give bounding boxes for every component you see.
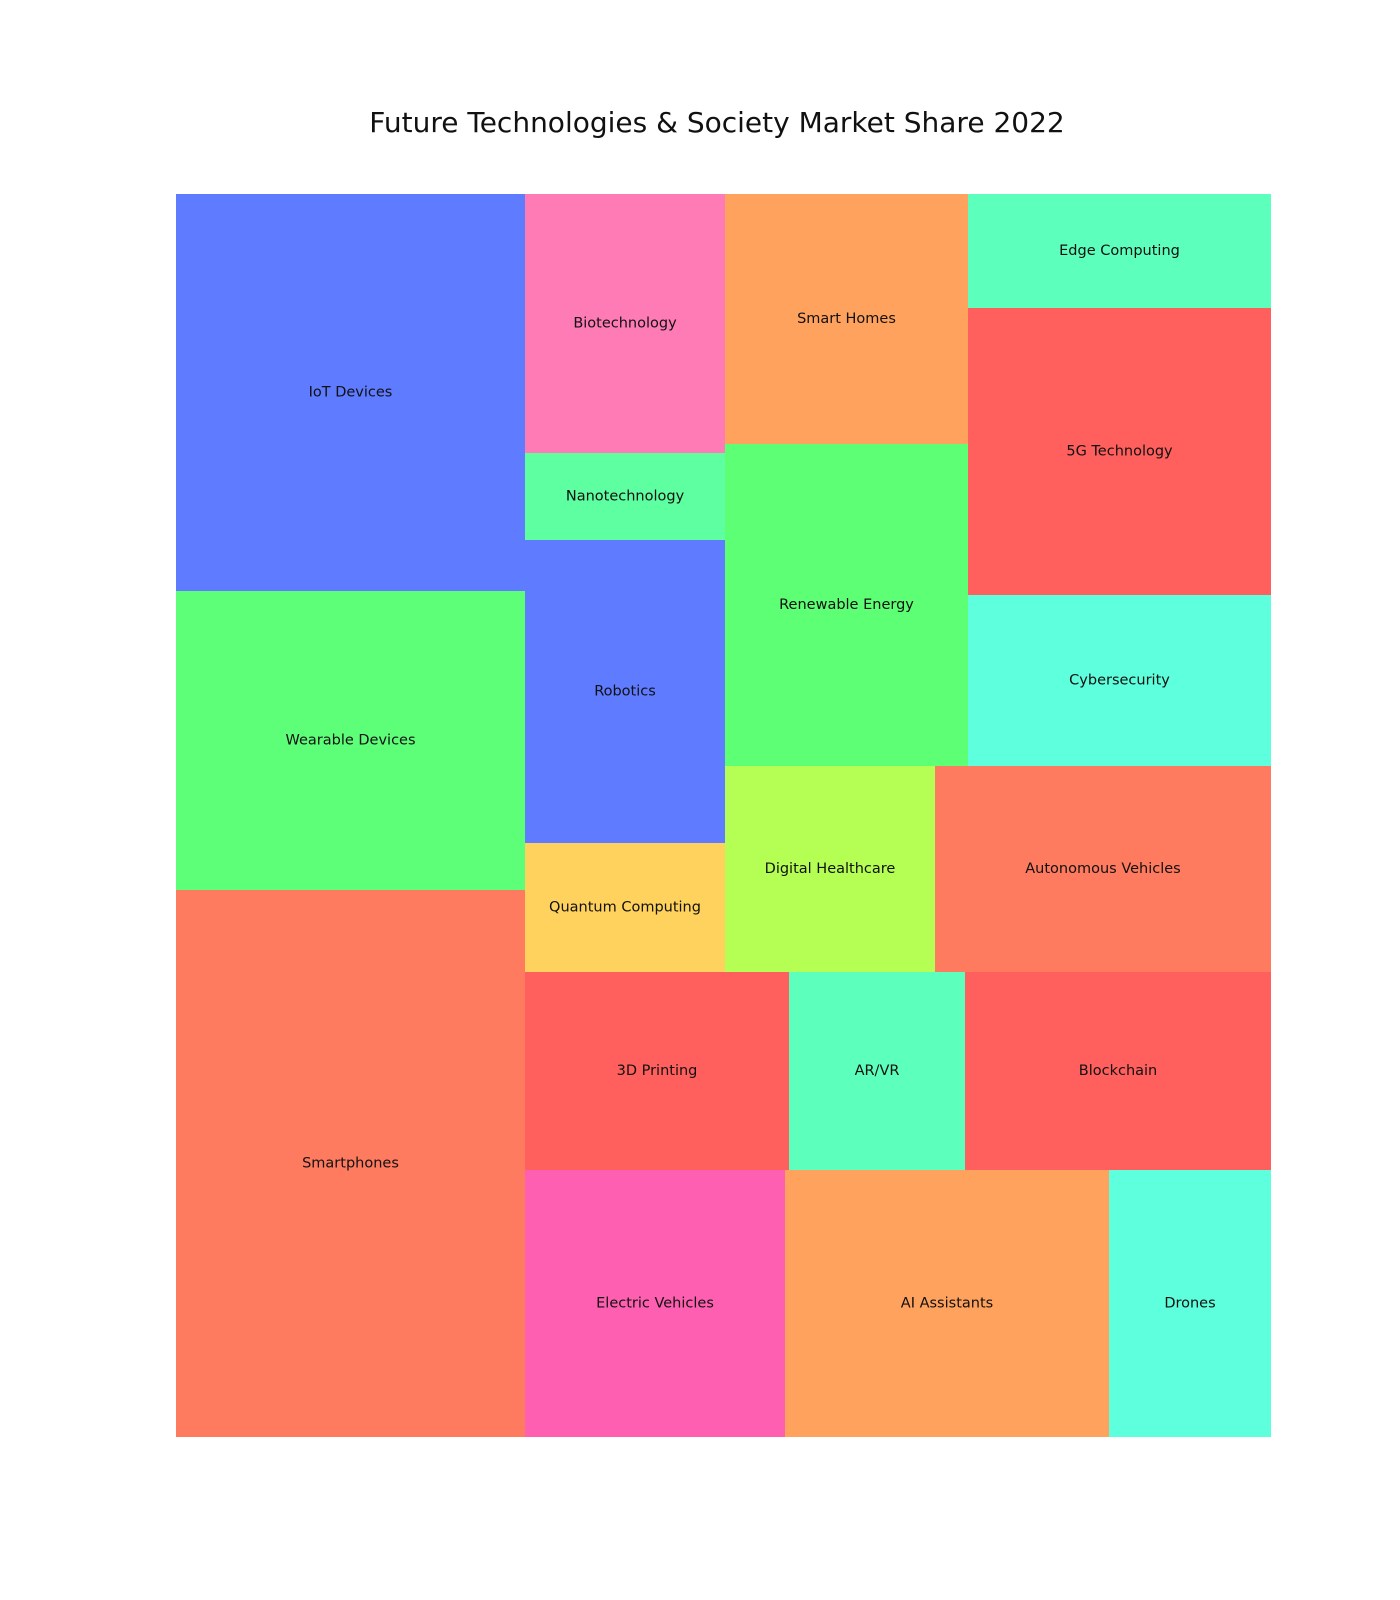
tile-smartphones: Smartphones: [176, 890, 525, 1437]
tile-edge-computing: Edge Computing: [968, 194, 1271, 308]
tile-label: Smartphones: [302, 1156, 399, 1172]
tile-renewable-energy: Renewable Energy: [725, 444, 968, 766]
tile-label: Renewable Energy: [779, 597, 914, 613]
tile-rect: [789, 972, 965, 1170]
tile-blockchain: Blockchain: [965, 972, 1271, 1170]
tile-rect: [965, 972, 1271, 1170]
tile-autonomous-vehicles: Autonomous Vehicles: [935, 766, 1271, 972]
tile-label: Digital Healthcare: [765, 861, 896, 877]
tile-rect: [785, 1170, 1109, 1437]
tile-electric-vehicles: Electric Vehicles: [525, 1170, 785, 1437]
tile-rect: [725, 194, 968, 444]
tile-rect: [525, 843, 725, 972]
tile-rect: [1109, 1170, 1271, 1437]
tile-label: Autonomous Vehicles: [1025, 861, 1181, 877]
tile-label: Quantum Computing: [549, 900, 701, 916]
tile-label: Drones: [1164, 1296, 1215, 1312]
tile-rect: [525, 972, 789, 1170]
tile-rect: [176, 890, 525, 1437]
tile-drones: Drones: [1109, 1170, 1271, 1437]
tile-rect: [525, 1170, 785, 1437]
tile-5g-technology: 5G Technology: [968, 308, 1271, 595]
tile-ar-vr: AR/VR: [789, 972, 965, 1170]
tile-rect: [725, 444, 968, 766]
tile-rect: [525, 194, 725, 453]
tile-label: Nanotechnology: [566, 489, 685, 505]
tile-rect: [176, 194, 525, 591]
tile-label: Edge Computing: [1059, 243, 1180, 259]
tile-rect: [725, 766, 935, 972]
tile-iot-devices: IoT Devices: [176, 194, 525, 591]
tile-rect: [968, 308, 1271, 595]
tile-label: Electric Vehicles: [596, 1296, 714, 1312]
tile-rect: [968, 595, 1271, 766]
tile-label: Smart Homes: [797, 311, 896, 327]
tile-label: Robotics: [594, 684, 656, 700]
tile-quantum-computing: Quantum Computing: [525, 843, 725, 972]
tile-label: Wearable Devices: [285, 733, 415, 749]
tile-biotechnology: Biotechnology: [525, 194, 725, 453]
tile-label: 5G Technology: [1066, 444, 1173, 460]
tile-digital-healthcare: Digital Healthcare: [725, 766, 935, 972]
tile-cybersecurity: Cybersecurity: [968, 595, 1271, 766]
tile-rect: [935, 766, 1271, 972]
tile-robotics: Robotics: [525, 540, 725, 843]
tile-smart-homes: Smart Homes: [725, 194, 968, 444]
tile-nanotechnology: Nanotechnology: [525, 453, 725, 540]
tile-rect: [176, 591, 525, 890]
chart-title: Future Technologies & Society Market Sha…: [369, 106, 1065, 139]
tile-wearable-devices: Wearable Devices: [176, 591, 525, 890]
tile-label: IoT Devices: [309, 385, 393, 401]
tile-label: Biotechnology: [573, 316, 677, 332]
tile-label: AR/VR: [855, 1063, 900, 1079]
tile-label: Cybersecurity: [1069, 673, 1170, 689]
tile-rect: [525, 453, 725, 540]
tile-3d-printing: 3D Printing: [525, 972, 789, 1170]
tile-label: Blockchain: [1079, 1063, 1157, 1079]
tile-label: 3D Printing: [617, 1063, 698, 1079]
tile-rect: [525, 540, 725, 843]
tile-label: AI Assistants: [901, 1296, 993, 1312]
tile-rect: [968, 194, 1271, 308]
tile-ai-assistants: AI Assistants: [785, 1170, 1109, 1437]
